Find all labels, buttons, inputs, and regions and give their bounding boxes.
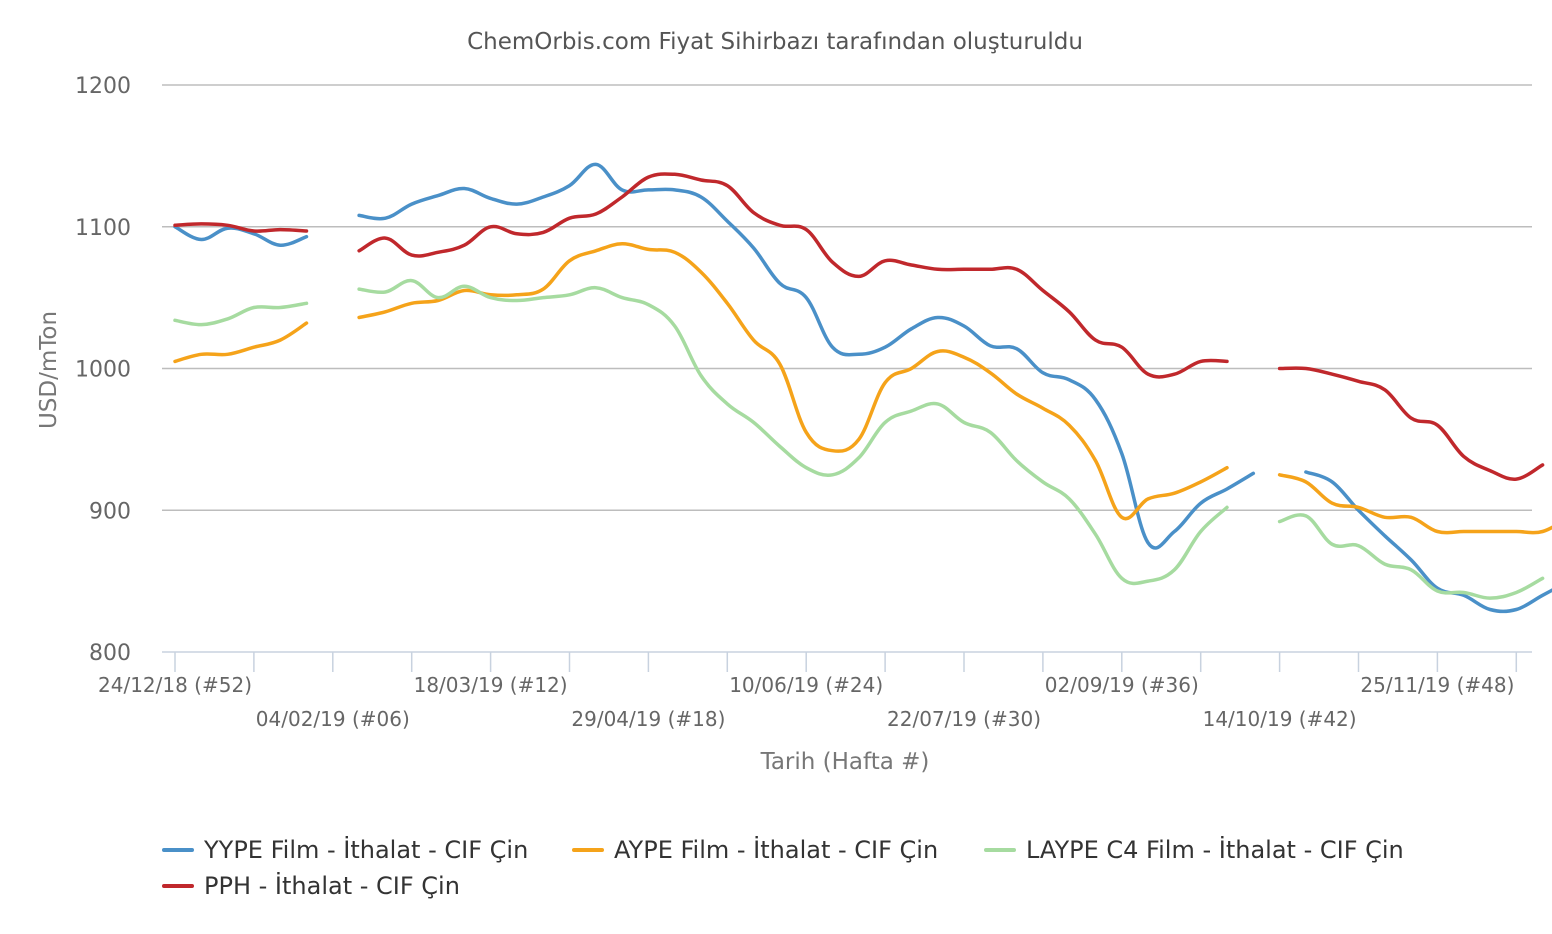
- x-tick-label: 10/06/19 (#24): [729, 673, 883, 697]
- legend-item-3[interactable]: PPH - İthalat - CIF Çin: [162, 868, 460, 904]
- y-axis: 800 900 1000 1100 1200: [75, 74, 131, 666]
- legend-label: LAYPE C4 Film - İthalat - CIF Çin: [1026, 836, 1404, 864]
- legend-item-0[interactable]: YYPE Film - İthalat - CIF Çin: [162, 832, 528, 868]
- x-tick-label: 29/04/19 (#18): [571, 707, 725, 731]
- legend-swatch: [572, 848, 604, 852]
- x-tick-label: 18/03/19 (#12): [414, 673, 568, 697]
- y-tick-label: 800: [89, 641, 131, 666]
- chart-title: ChemOrbis.com Fiyat Sihirbazı tarafından…: [467, 29, 1083, 55]
- x-tick-label: 14/10/19 (#42): [1203, 707, 1357, 731]
- legend-item-1[interactable]: AYPE Film - İthalat - CIF Çin: [572, 832, 938, 868]
- series-line-segment[interactable]: [1277, 366, 1545, 481]
- series-line-segment[interactable]: [1277, 513, 1545, 600]
- x-axis-label: Tarih (Hafta #): [760, 749, 930, 775]
- legend-swatch: [162, 884, 194, 888]
- series-line-segment[interactable]: [357, 172, 1229, 379]
- series-line-segment[interactable]: [173, 222, 309, 233]
- legend-label: AYPE Film - İthalat - CIF Çin: [614, 836, 939, 864]
- x-tick-label: 24/12/18 (#52): [98, 673, 252, 697]
- series-line-segment[interactable]: [357, 162, 1256, 550]
- series-lines: [173, 162, 1552, 614]
- y-tick-label: 1100: [75, 216, 131, 241]
- series-2: [173, 278, 1545, 600]
- series-line-segment[interactable]: [1277, 473, 1552, 535]
- x-tick-label: 22/07/19 (#30): [887, 707, 1041, 731]
- legend-label: PPH - İthalat - CIF Çin: [204, 872, 460, 900]
- y-tick-label: 1000: [75, 358, 131, 383]
- grid-lines: [162, 84, 1532, 511]
- series-line-segment[interactable]: [1304, 470, 1552, 614]
- series-line-segment[interactable]: [173, 321, 309, 364]
- legend-label: YYPE Film - İthalat - CIF Çin: [204, 836, 529, 864]
- series-line-segment[interactable]: [173, 301, 309, 327]
- x-axis: 24/12/18 (#52)04/02/19 (#06)18/03/19 (#1…: [98, 651, 1532, 731]
- y-tick-label: 900: [89, 499, 131, 524]
- legend-swatch: [162, 848, 194, 852]
- x-tick-label: 04/02/19 (#06): [256, 707, 410, 731]
- series-line-segment[interactable]: [357, 278, 1229, 586]
- series-1: [173, 242, 1552, 535]
- series-line-segment[interactable]: [357, 242, 1229, 521]
- y-tick-label: 1200: [75, 74, 131, 99]
- legend-swatch: [984, 848, 1016, 852]
- legend-item-2[interactable]: LAYPE C4 Film - İthalat - CIF Çin: [984, 832, 1404, 868]
- x-tick-label: 02/09/19 (#36): [1045, 673, 1199, 697]
- x-tick-label: 25/11/19 (#48): [1360, 673, 1514, 697]
- y-axis-label: USD/mTon: [36, 311, 62, 429]
- series-3: [173, 172, 1545, 481]
